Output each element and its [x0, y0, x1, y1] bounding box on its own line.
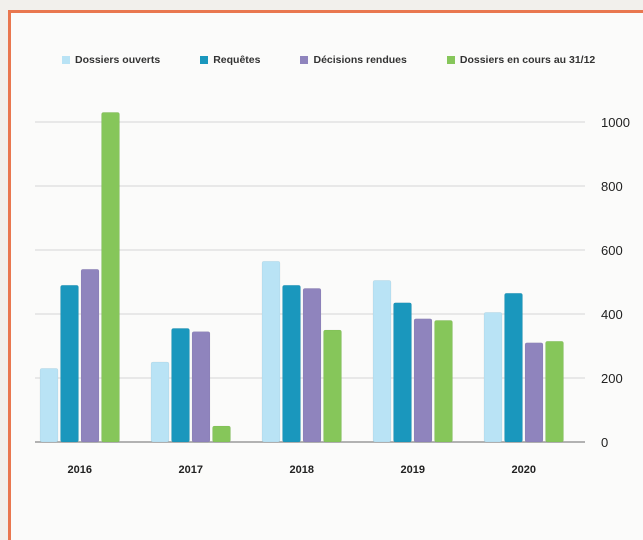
- y-tick-label: 1000: [601, 115, 630, 130]
- legend-swatch: [62, 56, 70, 64]
- y-tick-label: 0: [601, 435, 608, 450]
- legend-label: Requêtes: [213, 54, 261, 66]
- legend-swatch: [446, 56, 455, 64]
- bar-2016-s3: [101, 112, 120, 443]
- bar-2017-s1: [171, 328, 190, 443]
- legend-label: Dossiers en cours au 31/12: [459, 54, 596, 66]
- chart-legend: Dossiers ouverts Requêtes Décisions rend…: [62, 54, 595, 66]
- x-tick-label: 2018: [290, 464, 314, 476]
- y-tick-label: 600: [601, 243, 623, 258]
- bar-2019-s2: [413, 318, 433, 443]
- y-tick-label: 800: [601, 179, 623, 194]
- bar-2020-s0: [483, 312, 503, 443]
- bar-2018-s0: [261, 260, 281, 443]
- bar-2020-s1: [504, 292, 523, 443]
- legend-item-dossiers-en-cours: Dossiers en cours au 31/12: [446, 54, 596, 66]
- y-tick-label: 400: [601, 307, 623, 322]
- bar-2018-s2: [302, 288, 322, 443]
- bar-2017-s3: [212, 425, 231, 443]
- legend-item-dossiers-ouverts: Dossiers ouverts: [62, 54, 160, 66]
- legend-item-decisions-rendues: Décisions rendues: [300, 54, 407, 66]
- x-tick-label: 2019: [401, 464, 425, 476]
- bar-2018-s1: [282, 284, 301, 443]
- x-tick-label: 2016: [68, 464, 92, 476]
- legend-label: Dossiers ouverts: [75, 54, 161, 66]
- legend-swatch: [300, 56, 309, 64]
- x-tick-label: 2017: [179, 464, 203, 476]
- legend-item-requetes: Requêtes: [200, 54, 260, 66]
- bar-2016-s1: [60, 284, 79, 443]
- y-axis-ticks: 0 200 400 600 800 1000: [601, 115, 630, 450]
- x-tick-label: 2020: [512, 464, 536, 476]
- legend-swatch: [200, 56, 209, 64]
- bar-2016-s2: [80, 268, 100, 443]
- bar-2020-s2: [524, 342, 544, 443]
- bar-2018-s3: [323, 329, 342, 443]
- bar-2017-s2: [191, 331, 211, 443]
- bar-2019-s3: [434, 320, 453, 443]
- bar-2017-s0: [150, 361, 170, 443]
- bar-2016-s0: [39, 368, 59, 443]
- bar-2020-s3: [545, 340, 564, 443]
- legend-label: Décisions rendues: [313, 54, 407, 66]
- bar-2019-s1: [393, 302, 412, 443]
- y-tick-label: 200: [601, 371, 623, 386]
- bar-chart: 0 200 400 600 800 1000 2016 2017 2018 2019 2020: [35, 112, 630, 476]
- bar-2019-s0: [372, 280, 392, 443]
- bars: [39, 112, 564, 443]
- x-axis-ticks: 2016 2017 2018 2019 2020: [68, 464, 536, 476]
